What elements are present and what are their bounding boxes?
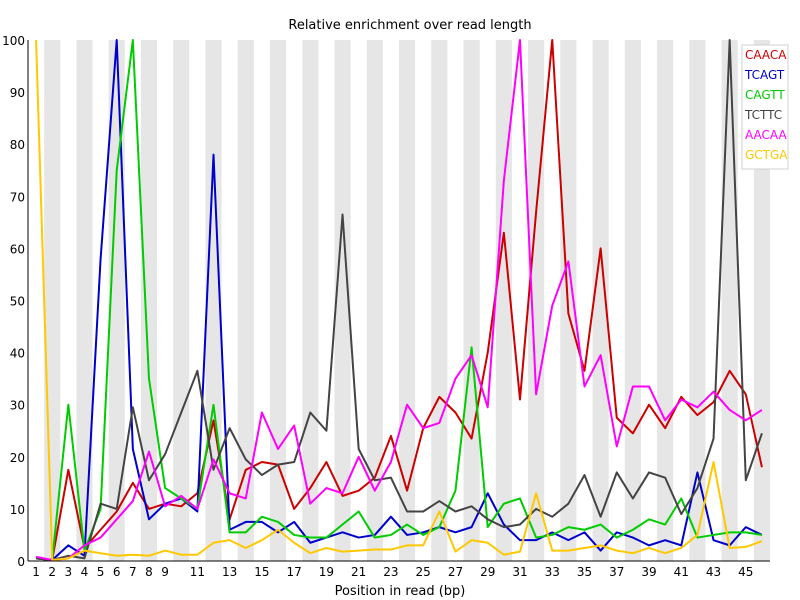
x-tick-label: 21 — [351, 565, 366, 579]
stripe-22 — [366, 40, 383, 561]
legend-entry-caaca: CAACA — [745, 48, 787, 62]
stripe-14 — [237, 40, 254, 561]
legend-entry-tcttc: TCTTC — [744, 108, 782, 122]
y-tick-label: 20 — [10, 451, 25, 465]
series-line-tcttc — [35, 39, 763, 561]
x-tick-label: 19 — [319, 565, 334, 579]
y-tick-label: 80 — [10, 138, 25, 152]
series-line-aacaa — [35, 39, 763, 561]
x-tick-label: 13 — [222, 565, 237, 579]
x-tick-label: 45 — [738, 565, 753, 579]
stripe-38 — [624, 40, 641, 561]
y-tick-label: 0 — [17, 555, 25, 569]
stripe-24 — [399, 40, 416, 561]
y-axis-ticks: 0 10 20 30 40 50 60 70 80 90 100 — [2, 34, 25, 569]
y-tick-label: 10 — [10, 503, 25, 517]
stripe-8 — [140, 40, 158, 561]
stripe-28 — [463, 40, 480, 561]
x-tick-label: 41 — [674, 565, 689, 579]
x-tick-label: 8 — [145, 565, 153, 579]
x-tick-label: 5 — [97, 565, 105, 579]
x-tick-label: 1 — [32, 565, 40, 579]
y-tick-label: 90 — [10, 86, 25, 100]
stripe-2 — [44, 40, 61, 561]
x-tick-label: 31 — [512, 565, 527, 579]
stripe-10 — [173, 40, 190, 561]
x-tick-label: 11 — [190, 565, 205, 579]
x-tick-label: 15 — [254, 565, 269, 579]
stripe-32 — [528, 40, 545, 561]
y-tick-label: 100 — [2, 34, 25, 48]
background-stripes — [44, 40, 770, 561]
x-tick-label: 25 — [416, 565, 431, 579]
x-tick-label: 17 — [287, 565, 302, 579]
stripe-16 — [269, 40, 287, 561]
series-line-caaca — [35, 39, 763, 561]
y-tick-label: 50 — [10, 295, 25, 309]
x-tick-label: 23 — [383, 565, 398, 579]
y-tick-label: 60 — [10, 242, 25, 256]
stripe-40 — [657, 40, 674, 561]
x-tick-label: 39 — [641, 565, 656, 579]
stripe-46 — [753, 40, 770, 561]
x-tick-label: 29 — [480, 565, 495, 579]
stripe-42 — [689, 40, 706, 561]
axes — [27, 40, 770, 562]
series-line-tcagt — [35, 39, 763, 561]
stripe-36 — [592, 40, 609, 561]
x-tick-label: 35 — [577, 565, 592, 579]
y-tick-label: 70 — [10, 190, 25, 204]
x-tick-label: 7 — [129, 565, 137, 579]
stripe-26 — [431, 40, 448, 561]
legend-entry-gctga: GCTGA — [745, 148, 788, 162]
legend-entry-aacaa: AACAA — [745, 128, 787, 142]
x-tick-label: 9 — [161, 565, 169, 579]
stripe-6 — [108, 40, 125, 561]
legend-entry-cagtt: CAGTT — [745, 88, 785, 102]
chart-title: Relative enrichment over read length — [288, 18, 531, 33]
x-axis-label: Position in read (bp) — [335, 584, 466, 599]
stripe-4 — [76, 40, 93, 561]
x-tick-label: 27 — [448, 565, 463, 579]
x-tick-label: 4 — [81, 565, 89, 579]
series-line-cagtt — [35, 39, 763, 561]
x-tick-label: 43 — [706, 565, 721, 579]
y-tick-label: 30 — [10, 399, 25, 413]
stripe-44 — [721, 40, 738, 561]
y-tick-label: 40 — [10, 347, 25, 361]
x-tick-label: 33 — [545, 565, 560, 579]
x-axis-ticks: 1 2 3 4 5 6 7 8 9 11 13 15 17 19 21 23 25 27 29 31 33 35 37 39 4… — [32, 565, 753, 579]
x-tick-label: 3 — [65, 565, 73, 579]
stripe-20 — [334, 40, 351, 561]
x-tick-label: 2 — [48, 565, 56, 579]
stripe-18 — [302, 40, 319, 561]
legend-box — [741, 44, 789, 170]
stripe-30 — [495, 40, 512, 561]
x-tick-label: 37 — [609, 565, 624, 579]
x-tick-label: 6 — [113, 565, 121, 579]
series-lines — [35, 39, 763, 561]
legend: CAACA TCAGT CAGTT TCTTC AACAA GCTGA — [741, 44, 789, 170]
series-line-gctga — [35, 39, 763, 561]
legend-entry-tcagt: TCAGT — [744, 68, 785, 82]
